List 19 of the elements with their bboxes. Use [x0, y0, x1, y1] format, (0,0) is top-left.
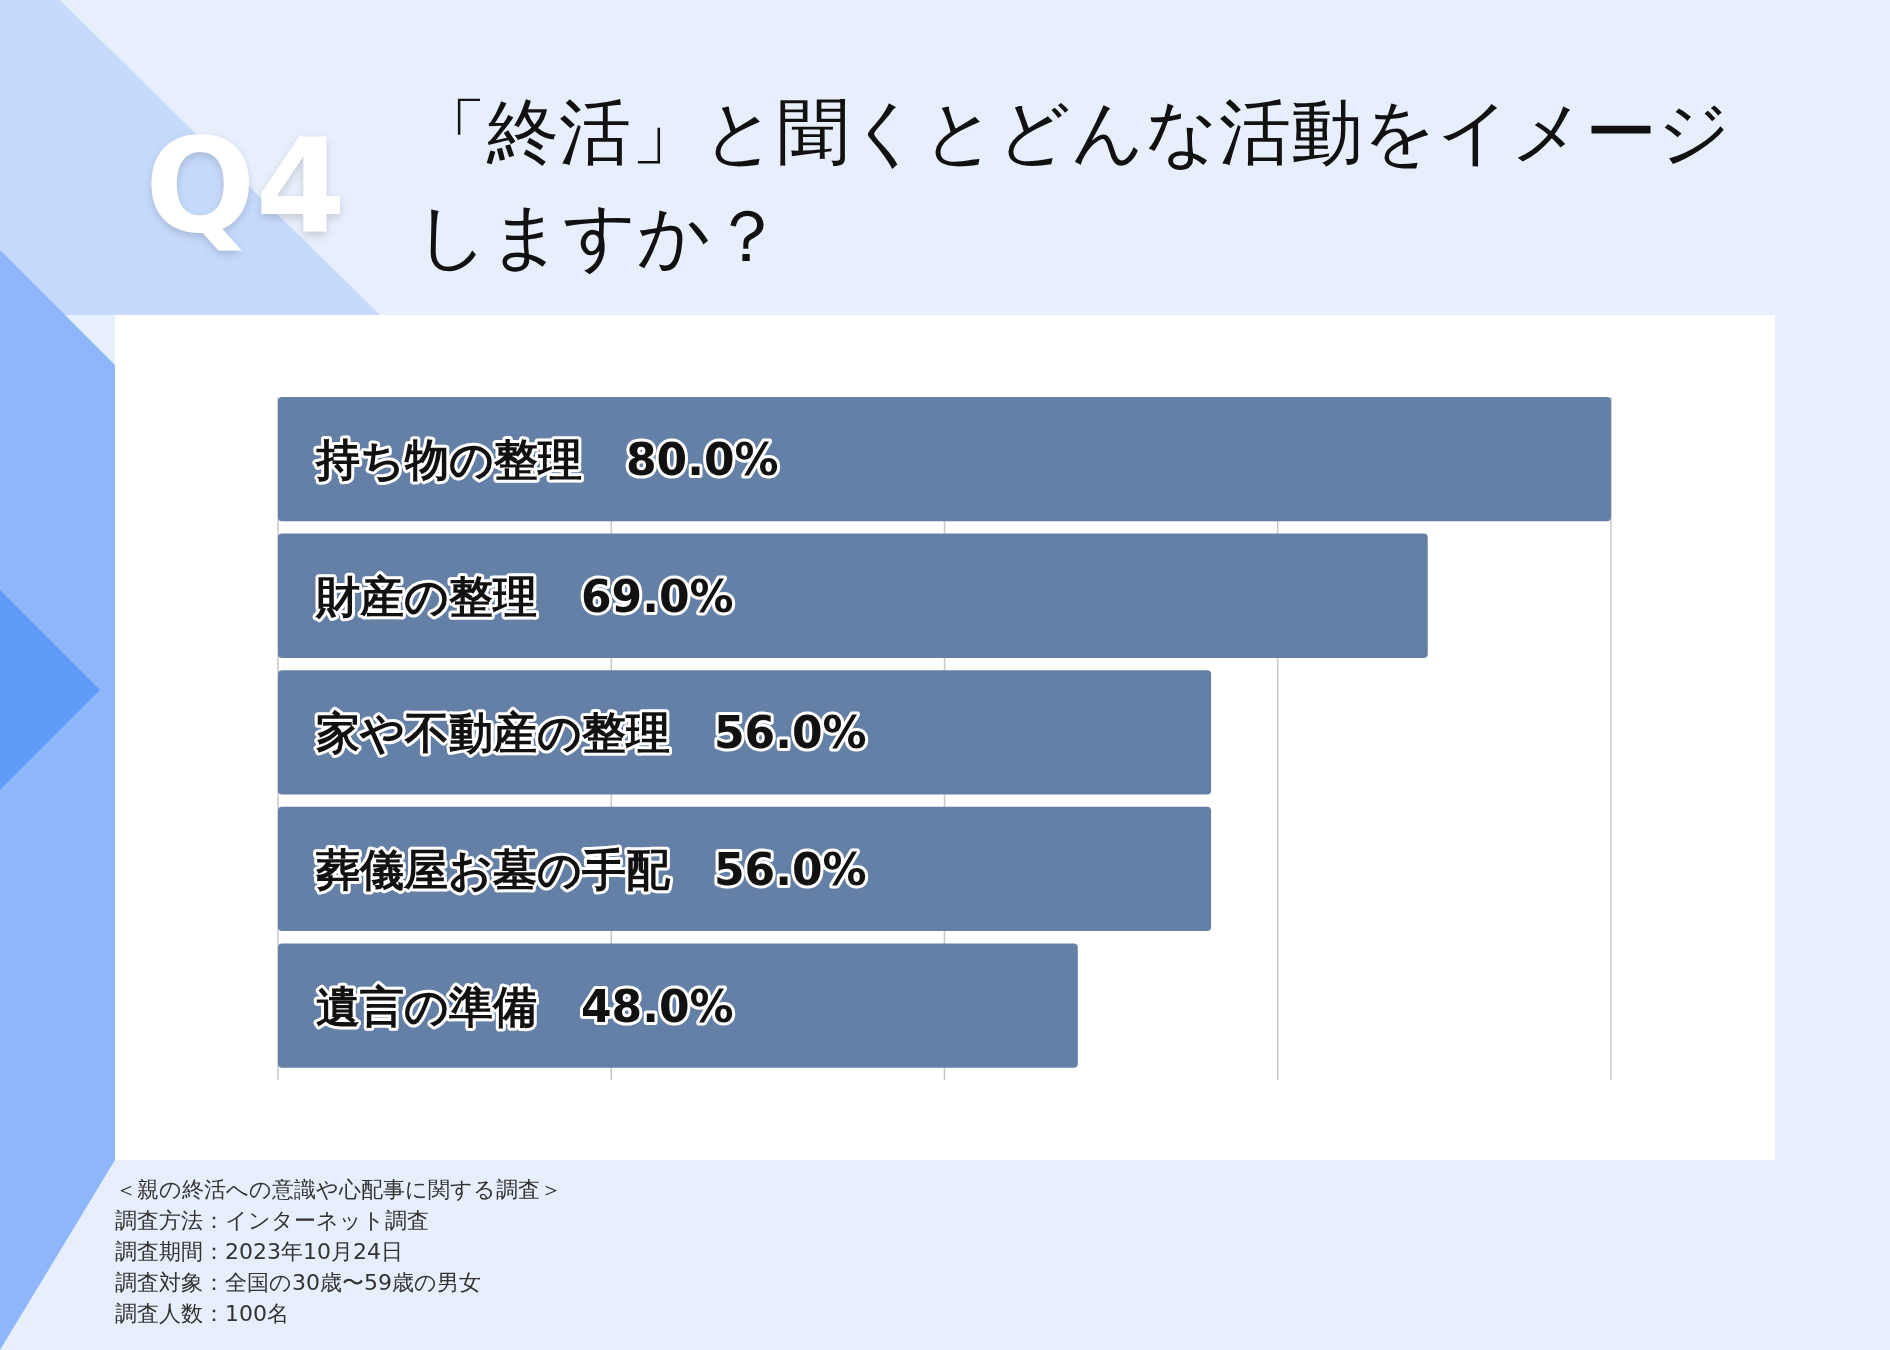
y-tick-label: 財産の整理	[315, 570, 537, 622]
y-tick-label: 葬儀屋お墓の手配	[315, 843, 671, 895]
text: 調査期間：2023年10月24日	[115, 1238, 403, 1266]
bar	[278, 533, 1428, 658]
text: 調査人数：100名	[115, 1300, 289, 1328]
data-label: 48.0%	[581, 980, 734, 1032]
y-tick-label: 家や不動産の整理	[316, 707, 670, 759]
y-tick-label: 遺言の準備	[316, 980, 537, 1032]
bar	[278, 397, 1611, 522]
chart-title: 「終活」と聞くとどんな活動をイメージしますか？	[415, 89, 1732, 280]
data-label: 56.0%	[714, 707, 867, 759]
data-label: 69.0%	[581, 570, 734, 622]
y-tick-label: 持ち物の整理	[314, 434, 582, 486]
text: Q4	[145, 110, 346, 262]
text: ＜親の終活への意識や心配事に関する調査＞	[115, 1176, 562, 1204]
data-label: 80.0%	[626, 434, 779, 486]
text: 調査対象：全国の30歳〜59歳の男女	[115, 1269, 481, 1297]
text: 調査方法：インターネット調査	[115, 1207, 429, 1235]
data-label: 56.0%	[714, 843, 867, 895]
